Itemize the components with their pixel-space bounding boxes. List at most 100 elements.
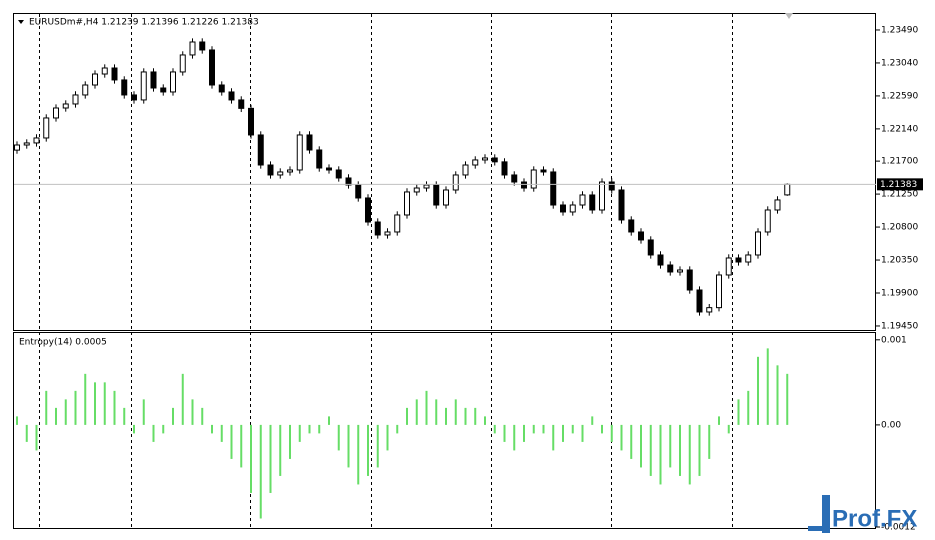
candle-body (530, 169, 537, 189)
candle-body (365, 197, 371, 223)
candle-body (560, 204, 566, 213)
candle-body (677, 269, 683, 273)
candle-body (550, 171, 557, 206)
candle-body (706, 307, 713, 313)
candle-body (228, 91, 235, 101)
candle-body (257, 134, 264, 166)
candle-body (433, 184, 440, 206)
candle-body (238, 99, 245, 109)
candle-body (306, 134, 313, 151)
candle-body (111, 67, 118, 81)
y-tick-label: 0.00 (881, 420, 901, 430)
candle-body (189, 41, 196, 56)
candle-body (72, 94, 79, 105)
shift-marker (785, 13, 793, 19)
candle-body (140, 71, 147, 101)
candle-body (413, 187, 420, 193)
y-tick-label: 1.21700 (881, 157, 918, 167)
candle-body (218, 84, 225, 93)
candle-body (248, 107, 254, 136)
candle-body (755, 231, 761, 256)
candle-body (287, 169, 293, 173)
candle-body (345, 177, 352, 186)
candle-body (326, 167, 332, 171)
menu-triangle[interactable] (18, 20, 24, 24)
y-tick-label: 1.22590 (881, 91, 918, 101)
candle-body (647, 239, 654, 256)
last-price-box (877, 178, 923, 191)
watermark: Prof.FX (832, 505, 917, 532)
candle-body (62, 103, 69, 109)
candle-body (355, 184, 362, 199)
candle-body (589, 194, 596, 211)
candle-body (696, 289, 703, 313)
candle-body (657, 254, 664, 266)
candle-body (101, 67, 108, 75)
candle-body (33, 137, 40, 144)
candle-body (404, 191, 410, 216)
candle-body (131, 94, 137, 101)
candle-body (179, 54, 186, 73)
candle-body (277, 171, 284, 176)
candle-body (569, 204, 576, 213)
logo: Prof.FX (808, 495, 917, 533)
candle-body (423, 184, 430, 189)
candle-body (491, 157, 498, 163)
candle-body (579, 194, 586, 206)
main-pane (13, 13, 876, 331)
chart-title: EURUSDm#,H4 1.21239 1.21396 1.21226 1.21… (29, 18, 259, 28)
candle-body (43, 117, 50, 139)
candle-body (170, 71, 176, 93)
candle-body (443, 189, 449, 206)
candle-body (511, 174, 518, 183)
candle-body (452, 174, 459, 191)
y-tick-label: 1.23490 (881, 25, 918, 35)
candle-body (23, 142, 30, 146)
y-tick-label: 1.19450 (881, 321, 918, 331)
candle-body (735, 257, 742, 263)
candle-body (394, 214, 401, 233)
candle-body (296, 134, 303, 171)
candle-body (784, 183, 791, 196)
y-tick-label: 1.20800 (881, 223, 918, 233)
y-tick-label: -0.0012 (881, 523, 916, 533)
candle-body (686, 269, 693, 291)
candle-body (316, 149, 323, 169)
candle-body (482, 157, 488, 161)
candle-body (209, 49, 215, 86)
candle-body (774, 199, 781, 211)
candle-body (199, 41, 206, 51)
candle-body (82, 84, 89, 96)
candle-body (764, 209, 771, 233)
candle-body (725, 257, 732, 276)
indicator-pane (13, 332, 876, 529)
candle-body (374, 221, 381, 236)
candle-body (521, 181, 527, 189)
candle-body (335, 169, 342, 179)
candle-body (667, 264, 674, 273)
candle-body (745, 254, 752, 263)
candle-body (267, 164, 274, 176)
candle-body (501, 161, 508, 176)
candle-body (384, 231, 391, 236)
y-tick-label: 1.20350 (881, 256, 918, 266)
candle-body (608, 181, 615, 191)
candle-body (638, 231, 644, 241)
plot: 1.23490 1.23040 1.22590 1.22140 1.21700 1.212… (14, 25, 923, 533)
candle-body (92, 73, 98, 86)
indicator-title: Entropy(14) 0.0005 (19, 338, 107, 348)
candle-body (121, 79, 128, 96)
candle-body (618, 189, 625, 221)
y-tick-label: 1.21250 (881, 190, 918, 200)
candle-body (53, 107, 59, 119)
y-tick-label: 1.22140 (881, 124, 918, 134)
candle-body (160, 87, 167, 93)
y-tick-label: 1.23040 (881, 58, 918, 68)
y-tick-label: 0.001 (881, 335, 907, 345)
candle-body (716, 274, 722, 309)
last-price-label: 1.21383 (880, 180, 917, 190)
candle-body (150, 71, 157, 89)
candle-body (472, 159, 479, 166)
